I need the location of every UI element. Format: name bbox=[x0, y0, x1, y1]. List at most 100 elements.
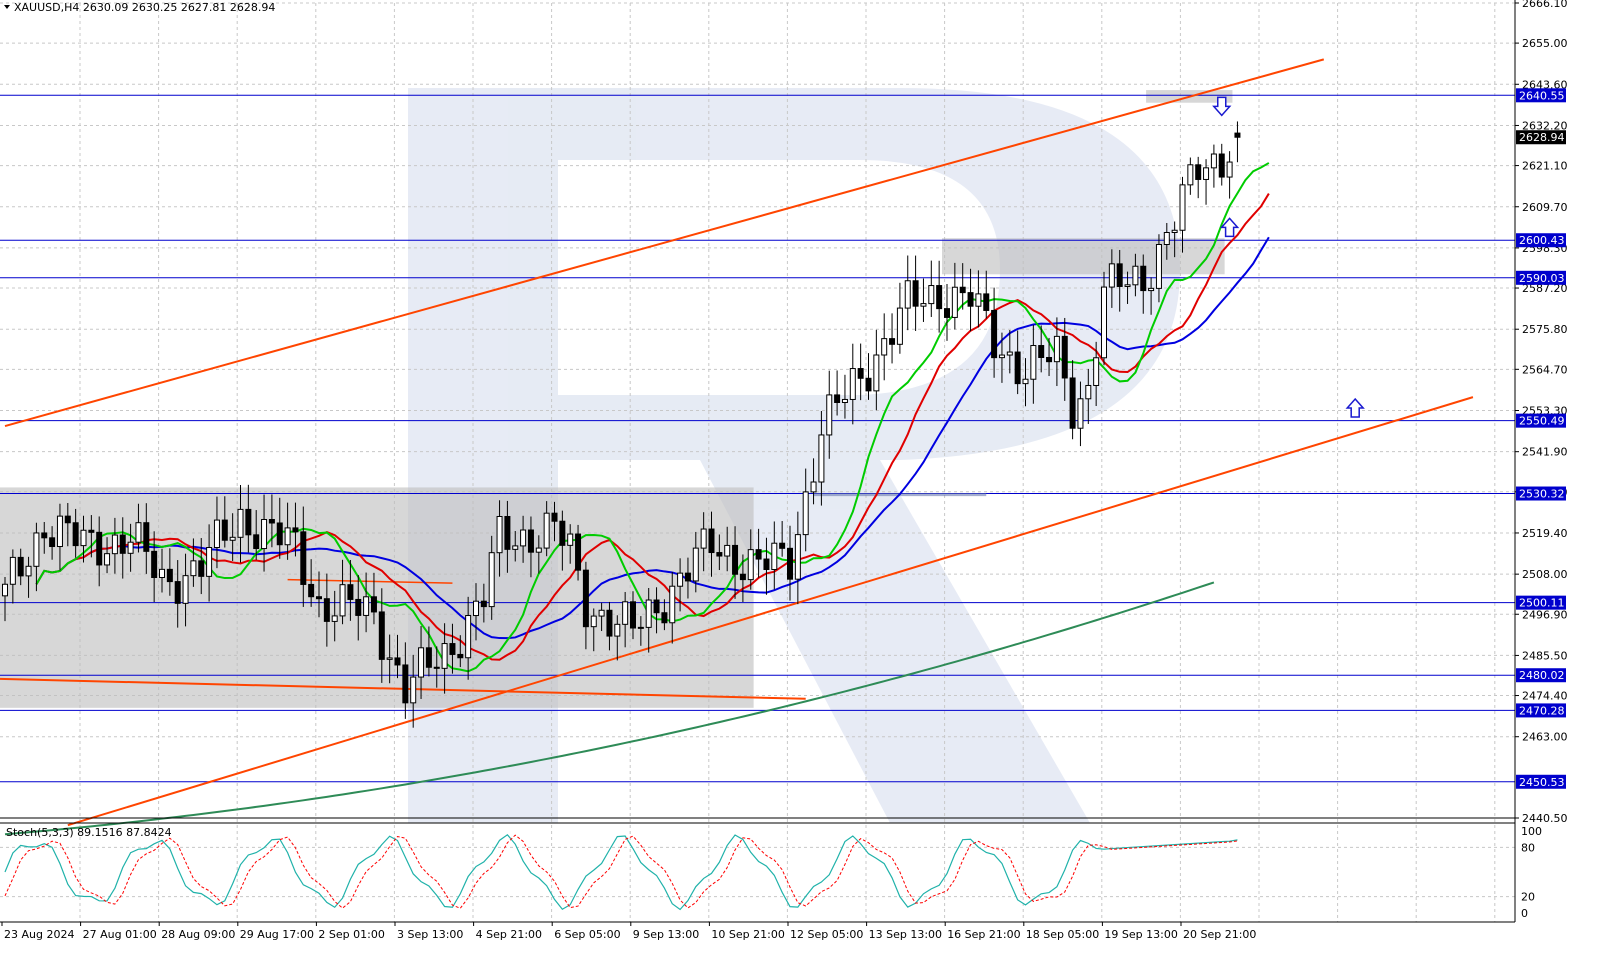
candle-body bbox=[300, 531, 307, 585]
candle bbox=[622, 591, 629, 648]
candle bbox=[386, 634, 393, 684]
candle bbox=[104, 537, 111, 574]
candle bbox=[692, 531, 699, 593]
time-tick-label: 10 Sep 21:00 bbox=[711, 928, 784, 941]
candle-body bbox=[119, 534, 126, 554]
candle bbox=[363, 572, 370, 633]
candle bbox=[449, 623, 456, 674]
candle bbox=[1022, 358, 1029, 407]
candle bbox=[700, 512, 707, 572]
candle bbox=[1046, 337, 1053, 377]
level-price-label: 2640.55 bbox=[1519, 89, 1565, 102]
candle-body bbox=[512, 545, 519, 550]
candle-body bbox=[551, 512, 558, 522]
candle-body bbox=[206, 547, 213, 577]
candle-body bbox=[17, 556, 24, 577]
candle bbox=[1006, 330, 1013, 374]
candle-body bbox=[166, 568, 173, 583]
candle-body bbox=[1195, 164, 1202, 180]
candle-body bbox=[1226, 161, 1233, 178]
candle bbox=[677, 558, 684, 612]
candle bbox=[1069, 360, 1076, 440]
candle bbox=[300, 506, 307, 607]
candle bbox=[520, 515, 527, 563]
candle bbox=[582, 561, 589, 650]
candle-body bbox=[991, 309, 998, 359]
candle bbox=[96, 516, 103, 587]
candle bbox=[1155, 234, 1162, 303]
candle-body bbox=[928, 285, 935, 305]
level-price-tag bbox=[1516, 233, 1566, 248]
current-price-label: 2628.94 bbox=[1519, 131, 1565, 144]
ma-long-line bbox=[4, 581, 1215, 836]
candle bbox=[56, 503, 63, 571]
candle bbox=[1124, 271, 1131, 304]
candle bbox=[88, 515, 95, 558]
candle-body bbox=[684, 572, 691, 582]
candle bbox=[739, 554, 746, 603]
candle-body bbox=[410, 676, 417, 704]
candle-body bbox=[276, 522, 283, 546]
dropdown-triangle-icon[interactable] bbox=[4, 5, 10, 9]
price-axis: 2666.10 2655.00 2643.60 2632.20 2621.10 2609.… bbox=[1515, 0, 1568, 920]
candle-body bbox=[575, 533, 582, 571]
time-tick-label: 27 Aug 01:00 bbox=[83, 928, 157, 941]
candle bbox=[598, 602, 605, 632]
candle-body bbox=[88, 529, 95, 533]
candle-body bbox=[567, 533, 574, 546]
candle bbox=[41, 521, 48, 554]
stochastic-panel bbox=[0, 822, 1515, 911]
candle bbox=[394, 634, 401, 679]
level-price-tag bbox=[1516, 595, 1566, 610]
time-tick-label: 9 Sep 13:00 bbox=[633, 928, 699, 941]
candle-body bbox=[182, 575, 189, 604]
candle bbox=[802, 468, 809, 552]
candle bbox=[944, 284, 950, 341]
candle-body bbox=[1148, 287, 1155, 292]
candle-body bbox=[865, 377, 872, 392]
time-tick-label: 19 Sep 13:00 bbox=[1104, 928, 1177, 941]
candle-body bbox=[889, 338, 896, 345]
candle-body bbox=[1203, 167, 1210, 180]
candle bbox=[763, 537, 770, 595]
candle bbox=[653, 587, 660, 634]
candle bbox=[951, 262, 958, 330]
candle bbox=[857, 343, 864, 401]
candle bbox=[229, 513, 236, 561]
time-tick-label: 6 Sep 05:00 bbox=[554, 928, 620, 941]
candle-body bbox=[810, 481, 817, 493]
candle bbox=[975, 270, 982, 328]
candle-body bbox=[1140, 265, 1147, 292]
candle-body bbox=[771, 542, 778, 571]
level-price-label: 2530.32 bbox=[1519, 488, 1565, 501]
candle bbox=[135, 503, 142, 553]
candle bbox=[316, 571, 322, 618]
candle bbox=[841, 374, 848, 419]
candle bbox=[1132, 253, 1139, 297]
candle-body bbox=[292, 527, 299, 533]
candle bbox=[1116, 249, 1123, 312]
time-tick-label: 20 Sep 21:00 bbox=[1183, 928, 1256, 941]
price-tick-label: 2575.80 bbox=[1522, 323, 1568, 336]
stoch-level-label: 0 bbox=[1521, 907, 1528, 920]
candle bbox=[959, 263, 966, 310]
candle bbox=[174, 560, 181, 628]
candle bbox=[378, 588, 385, 683]
candle-body bbox=[1061, 335, 1068, 379]
candle-body bbox=[802, 491, 809, 536]
candle-body bbox=[308, 583, 315, 598]
candle-body bbox=[213, 519, 220, 549]
candle-body bbox=[818, 434, 825, 483]
candle bbox=[1226, 151, 1233, 199]
candle-body bbox=[873, 354, 880, 392]
candle bbox=[1148, 277, 1155, 315]
candle-body bbox=[316, 596, 322, 600]
candle-body bbox=[1132, 265, 1139, 286]
candle-body bbox=[33, 532, 40, 567]
candle bbox=[1179, 176, 1186, 253]
price-tick-label: 2485.50 bbox=[1522, 649, 1568, 662]
candle bbox=[261, 494, 268, 572]
candle bbox=[669, 572, 676, 644]
candle-body bbox=[1030, 345, 1037, 380]
